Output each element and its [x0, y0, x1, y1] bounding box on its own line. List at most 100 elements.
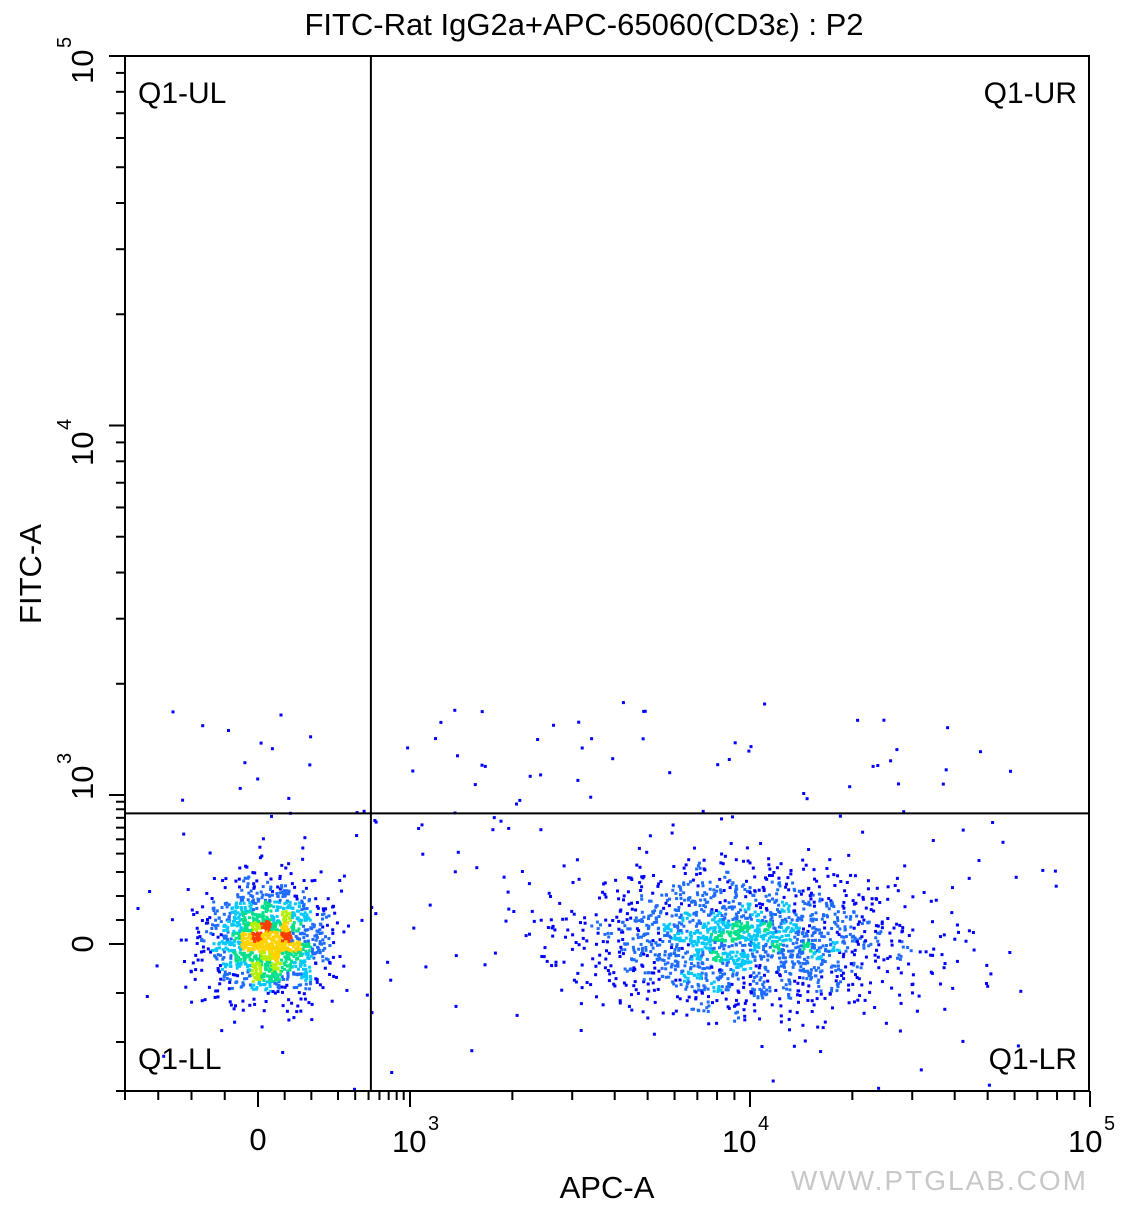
event-dot: [656, 884, 660, 888]
event-dot: [265, 940, 268, 944]
event-dot: [616, 889, 619, 893]
event-dot: [735, 962, 739, 966]
event-dot: [802, 792, 806, 795]
event-dot: [953, 937, 957, 941]
event-dot: [506, 890, 510, 894]
event-dot: [273, 953, 277, 957]
event-dot: [274, 930, 278, 934]
event-dot: [221, 967, 224, 971]
event-dot: [291, 931, 295, 935]
event-dot: [265, 944, 268, 948]
event-dot: [720, 944, 724, 948]
event-dot: [572, 978, 576, 982]
event-dot: [754, 898, 758, 902]
event-dot: [278, 874, 282, 878]
event-dot: [792, 1044, 796, 1048]
event-dot: [273, 934, 277, 938]
event-dot: [224, 877, 228, 881]
event-dot: [453, 708, 457, 712]
event-dot: [583, 916, 587, 920]
event-dot: [711, 1001, 714, 1005]
event-dot: [695, 943, 699, 947]
event-dot: [836, 874, 839, 878]
event-dot: [326, 958, 330, 962]
event-dot: [268, 978, 272, 982]
event-dot: [297, 901, 301, 905]
event-dot: [731, 899, 735, 903]
event-dot: [766, 939, 770, 943]
event-dot: [794, 946, 798, 950]
event-dot: [801, 858, 805, 862]
event-dot: [183, 960, 186, 963]
event-dot: [321, 925, 325, 929]
event-dot: [805, 959, 809, 963]
event-dot: [262, 983, 266, 986]
event-dot: [287, 1018, 291, 1022]
event-dot: [733, 1004, 736, 1008]
event-dot: [794, 931, 798, 935]
event-dot: [742, 952, 746, 956]
event-dot: [943, 1007, 947, 1011]
event-dot: [255, 879, 259, 883]
event-dot: [693, 846, 696, 850]
event-dot: [781, 986, 785, 990]
event-dot: [483, 963, 487, 967]
event-dot: [286, 921, 290, 924]
event-dot: [695, 922, 699, 926]
event-dot: [643, 971, 647, 975]
event-dot: [617, 919, 621, 923]
event-dot: [619, 908, 623, 912]
event-dot: [240, 888, 244, 892]
event-dot: [1001, 840, 1005, 844]
event-dot: [967, 876, 971, 880]
event-dot: [830, 900, 834, 904]
event-dot: [712, 918, 716, 922]
event-dot: [241, 931, 245, 935]
event-dot: [726, 958, 730, 962]
event-dot: [693, 903, 697, 906]
event-dot: [941, 782, 945, 786]
event-dot: [720, 941, 724, 945]
event-dot: [828, 953, 831, 957]
event-dot: [708, 966, 711, 970]
event-dot: [284, 884, 287, 888]
event-dot: [843, 941, 847, 945]
event-dot: [677, 948, 681, 952]
event-dot: [607, 935, 611, 939]
event-dot: [258, 915, 261, 919]
event-dot: [237, 956, 240, 960]
event-dot: [682, 891, 686, 895]
event-dot: [420, 823, 424, 827]
event-dot: [836, 982, 840, 985]
event-dot: [791, 881, 795, 885]
event-dot: [787, 888, 791, 892]
event-dot: [742, 914, 746, 918]
event-dot: [271, 990, 275, 994]
event-dot: [806, 902, 810, 906]
event-dot: [754, 935, 758, 939]
event-dot: [657, 931, 660, 935]
event-dot: [271, 942, 274, 946]
event-dot: [703, 967, 706, 971]
event-dot: [742, 981, 746, 985]
event-dot: [838, 927, 842, 931]
event-dot: [725, 963, 729, 967]
event-dot: [697, 972, 700, 976]
event-dot: [581, 928, 585, 932]
event-dot: [812, 966, 816, 970]
event-dot: [803, 969, 807, 973]
event-dot: [193, 977, 197, 981]
event-dot: [282, 931, 286, 935]
event-dot: [507, 826, 511, 830]
event-dot: [263, 966, 267, 970]
event-dot: [909, 949, 913, 953]
event-dot: [762, 944, 766, 948]
event-dot: [698, 957, 702, 961]
event-dot: [721, 961, 725, 965]
event-dot: [716, 914, 720, 917]
event-dot: [287, 862, 291, 866]
event-dot: [780, 978, 784, 982]
event-dot: [281, 911, 285, 915]
event-dot: [855, 976, 859, 979]
event-dot: [278, 891, 282, 895]
